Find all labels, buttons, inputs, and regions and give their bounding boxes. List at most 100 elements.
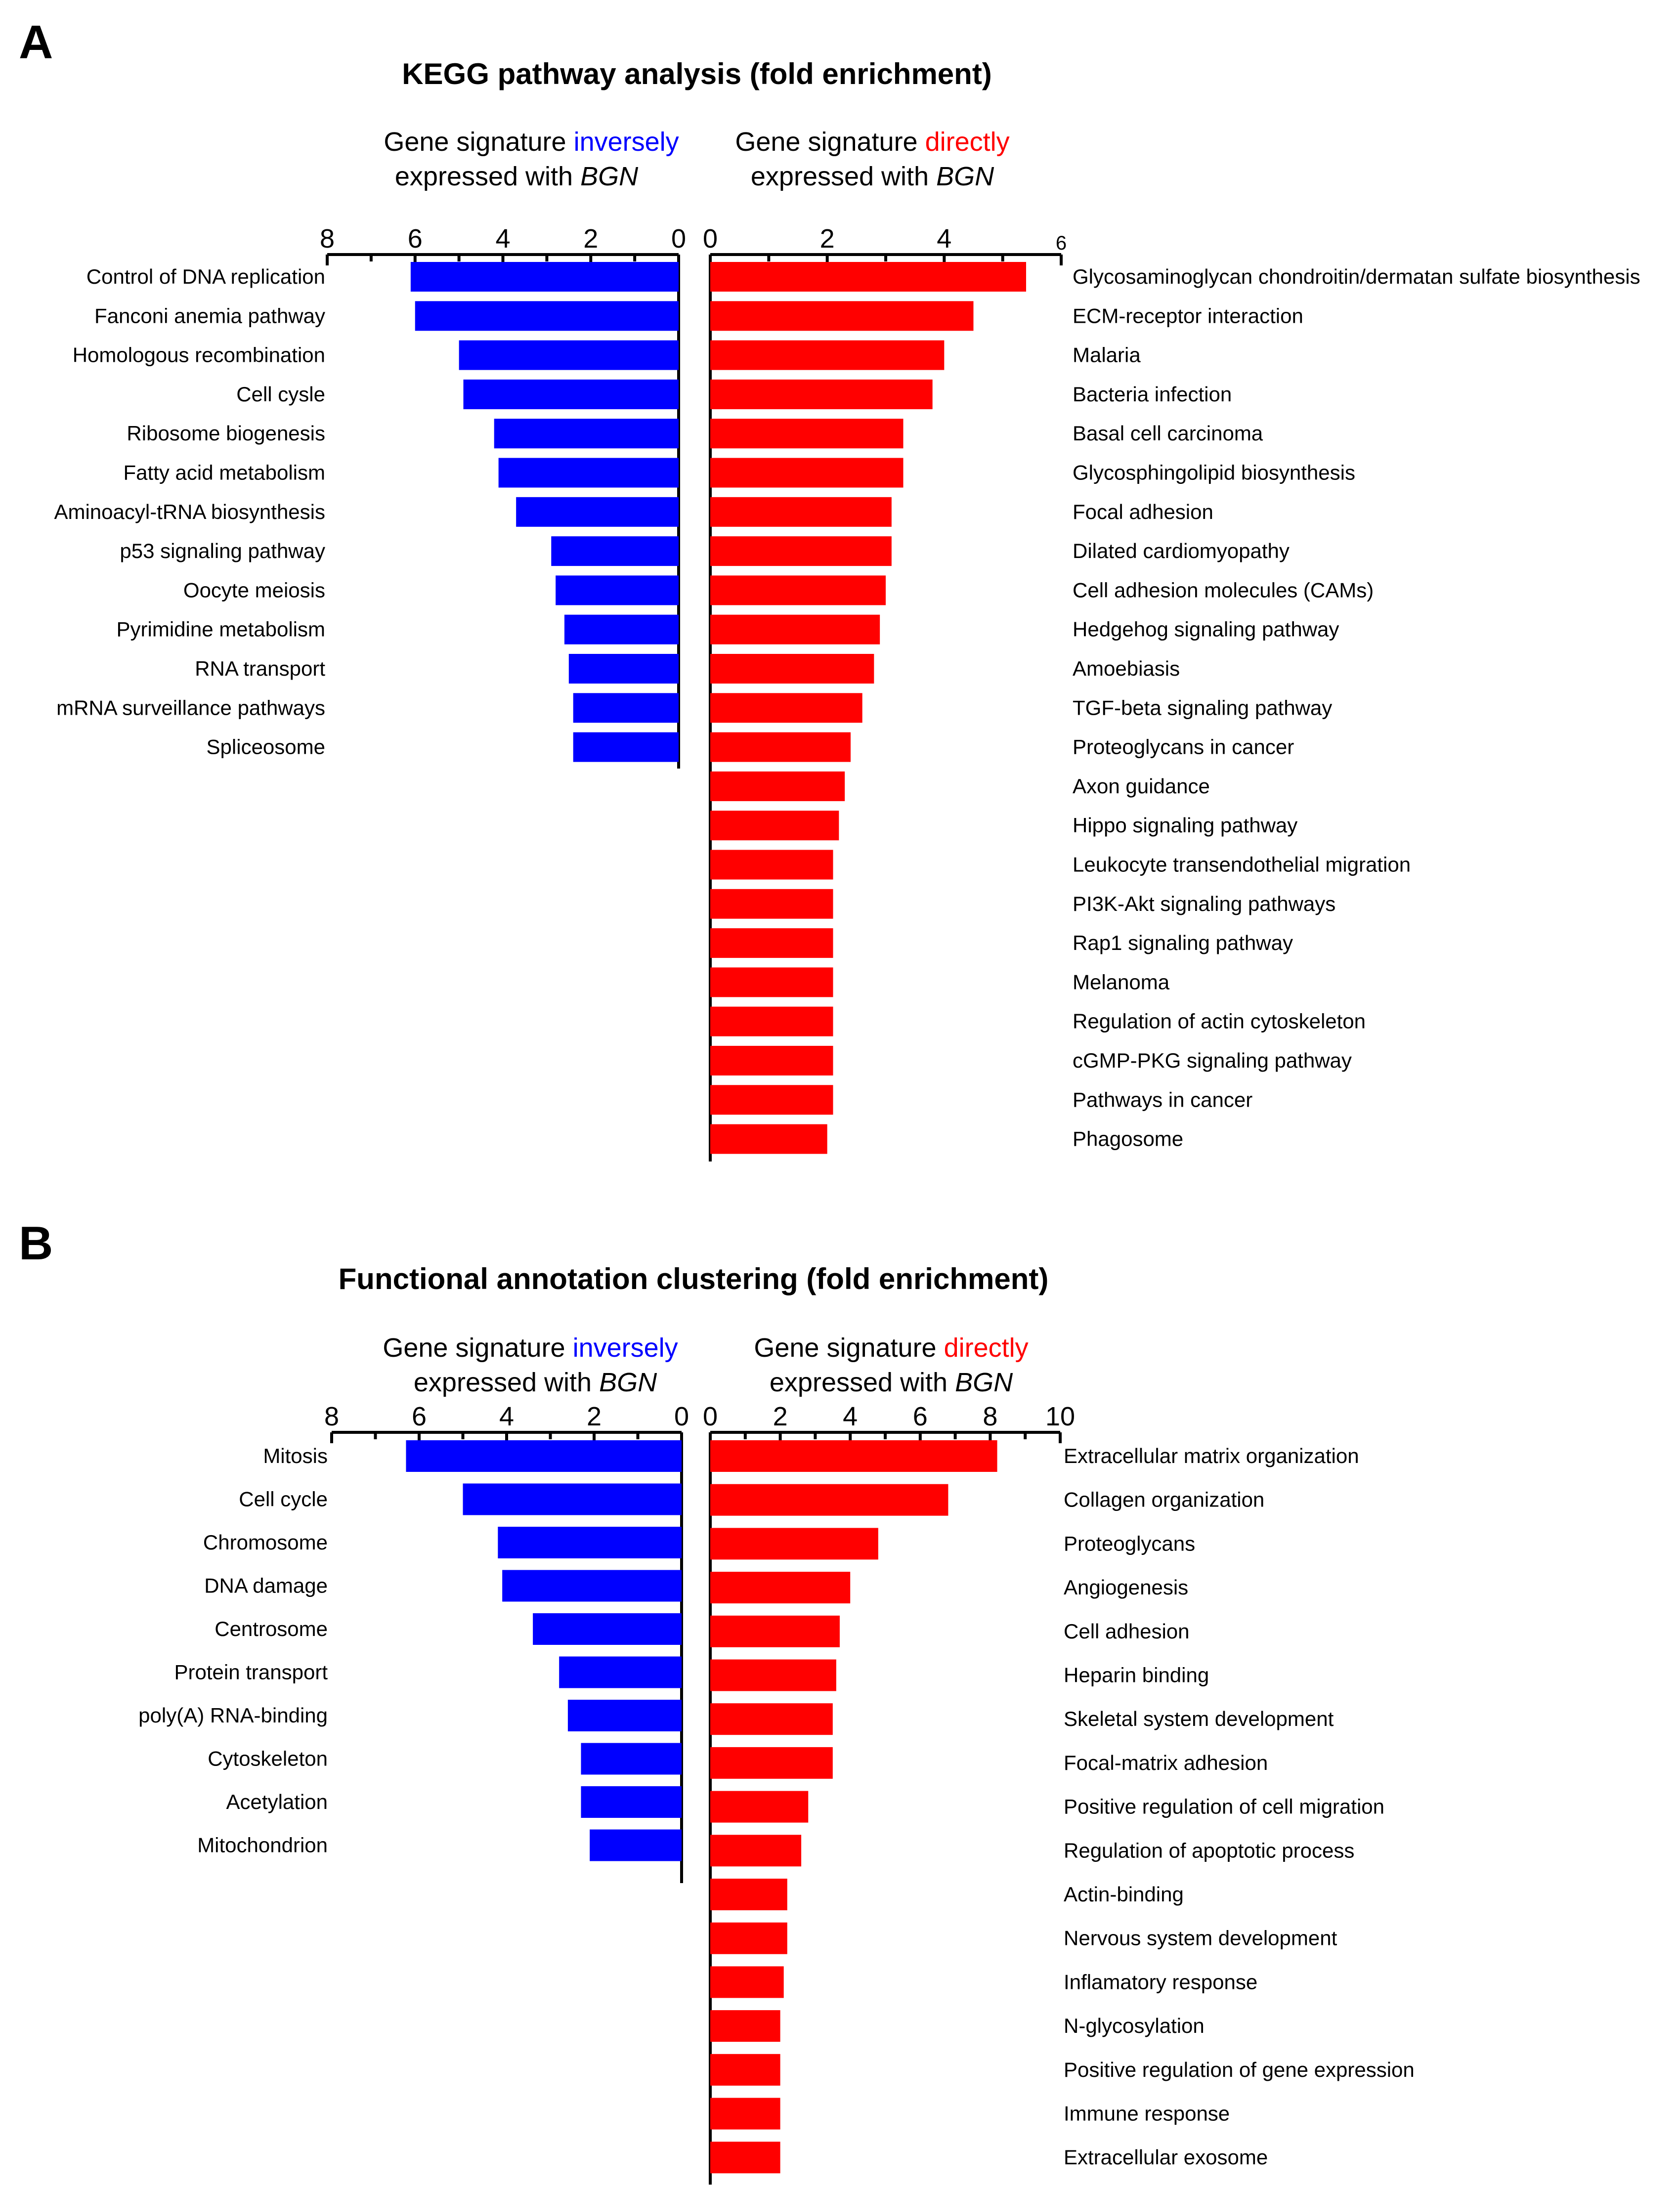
bar (498, 1527, 682, 1558)
category-label: Regulation of apoptotic process (1064, 1839, 1354, 1862)
category-label: Angiogenesis (1064, 1576, 1188, 1599)
bar (710, 1747, 833, 1779)
gene-name: BGN (580, 162, 639, 191)
category-label: Aminoacyl-tRNA biosynthesis (54, 500, 325, 523)
bar (564, 614, 679, 645)
bar (710, 967, 833, 997)
bar (710, 340, 945, 370)
bar (494, 419, 679, 449)
panel-a-title: KEGG pathway analysis (fold enrichment) (402, 57, 992, 90)
bar (710, 1703, 833, 1735)
direct-highlight: directly (944, 1333, 1029, 1363)
tick-label: 8 (320, 224, 335, 254)
category-label: Proteoglycans (1064, 1532, 1195, 1555)
category-label: Malaria (1073, 344, 1141, 367)
category-label: Dilated cardiomyopathy (1073, 539, 1290, 562)
tick-label: 4 (843, 1402, 858, 1431)
category-label: Phagosome (1073, 1127, 1183, 1151)
inverse-highlight: inversely (574, 127, 679, 157)
tick-label: 10 (1045, 1402, 1075, 1431)
category-label: Acetylation (226, 1790, 328, 1813)
bar (710, 1006, 833, 1036)
bar (710, 536, 892, 566)
category-label: Homologous recombination (73, 344, 325, 367)
category-label: N-glycosylation (1064, 2014, 1205, 2037)
tick-label: 6 (408, 224, 423, 254)
category-label: Pathways in cancer (1073, 1088, 1252, 1111)
category-label: Cell adhesion (1064, 1620, 1190, 1643)
bar (710, 1835, 802, 1867)
category-label: Positive regulation of gene expression (1064, 2058, 1415, 2081)
bar (710, 458, 904, 488)
bar (415, 301, 679, 331)
bar (406, 1440, 682, 1472)
bar (710, 379, 933, 409)
bar (710, 1440, 997, 1472)
tick-label: 2 (587, 1402, 602, 1431)
gene-name: BGN (936, 162, 994, 191)
category-label: Skeletal system development (1064, 1707, 1334, 1730)
tick-label: 8 (324, 1402, 339, 1431)
tick-label: 6 (412, 1402, 427, 1431)
panel-a-left-header-line1: Gene signature inversely (384, 127, 679, 157)
category-label: Protein transport (174, 1661, 328, 1684)
category-label: Melanoma (1073, 970, 1170, 993)
category-label: Leukocyte transendothelial migration (1073, 853, 1411, 876)
bar (710, 1615, 840, 1647)
tick-label: 0 (703, 1402, 718, 1431)
bar (581, 1743, 682, 1775)
category-label: Mitosis (263, 1444, 328, 1467)
category-label: Regulation of actin cytoskeleton (1073, 1010, 1366, 1033)
bar (590, 1829, 682, 1861)
panel-a-direct-chart: 0 2 4 6 Glycosaminoglycan chondroitin/dermat… (703, 224, 1640, 1161)
panel-a-right-header-line2: expressed with BGN (751, 162, 994, 191)
category-label: Cytoskeleton (208, 1747, 328, 1770)
category-label: Heparin binding (1064, 1664, 1209, 1687)
bar (710, 497, 892, 527)
inverse-highlight: inversely (573, 1333, 678, 1363)
tick-label: 6 (913, 1402, 928, 1431)
panel-a-left-header-line2: expressed with BGN (395, 162, 639, 191)
category-label: Bacteria infection (1073, 383, 1232, 406)
panel-b-left-header-line1: Gene signature inversely (383, 1333, 678, 1363)
bar (710, 301, 974, 331)
bar (516, 497, 679, 527)
panel-b-inverse-chart: 8 6 4 2 0 Mitosis Cell cycle Chromosome DNA dama… (138, 1402, 689, 1883)
bar (498, 458, 679, 488)
panel-a-letter: A (19, 16, 53, 69)
tick-label: 0 (674, 1402, 689, 1431)
category-label: Focal-matrix adhesion (1064, 1751, 1268, 1774)
bar (710, 1572, 851, 1604)
category-label: Spliceosome (207, 735, 325, 759)
category-label: mRNA surveillance pathways (56, 696, 325, 719)
bar (710, 1085, 833, 1115)
panel-b-direct-chart: 0 2 4 6 8 10 Extracellular matrix organization… (703, 1402, 1415, 2185)
panel-b: B Functional annotation clustering (fold… (19, 1217, 1415, 2185)
category-label: Inflamatory response (1064, 1970, 1257, 1993)
bar (710, 419, 904, 449)
panel-b-title: Functional annotation clustering (fold e… (339, 1262, 1049, 1295)
bar (710, 928, 833, 958)
category-label: poly(A) RNA-binding (138, 1704, 328, 1727)
category-label: Extracellular matrix organization (1064, 1444, 1359, 1467)
bar (710, 1791, 809, 1823)
category-label: Fanconi anemia pathway (94, 304, 325, 327)
bar (463, 1483, 682, 1515)
category-label: Centrosome (215, 1617, 328, 1640)
bar (710, 732, 851, 762)
bar (710, 1659, 836, 1691)
panel-b-letter: B (19, 1217, 53, 1270)
category-label: PI3K-Akt signaling pathways (1073, 892, 1335, 915)
bar (710, 262, 1026, 292)
bar (533, 1613, 682, 1645)
bar (568, 654, 679, 684)
category-label: p53 signaling pathway (120, 539, 325, 562)
gene-name: BGN (599, 1368, 657, 1397)
category-label: Positive regulation of cell migration (1064, 1795, 1384, 1818)
category-label: TGF-beta signaling pathway (1073, 696, 1332, 719)
panel-a-inverse-chart: 8 6 4 2 0 Control of DNA replication Fanconi a… (54, 224, 686, 769)
bar (710, 2142, 780, 2174)
bar (710, 575, 886, 605)
category-label: Amoebiasis (1073, 657, 1180, 680)
tick-label: 2 (583, 224, 598, 254)
